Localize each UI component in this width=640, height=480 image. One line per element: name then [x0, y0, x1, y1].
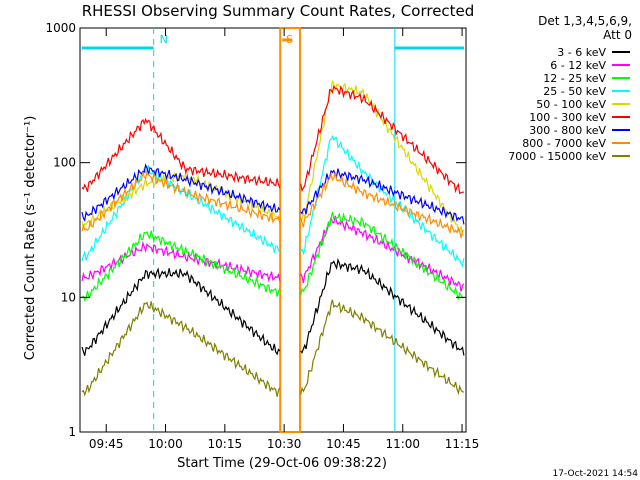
y-tick-label-2: 100 — [53, 156, 76, 170]
legend-header-line-1: Det 1,3,4,5,6,9, — [538, 14, 632, 28]
legend-label-3: 25 - 50 keV — [543, 85, 606, 98]
series-line-2 — [81, 211, 464, 302]
legend-label-7: 800 - 7000 keV — [522, 137, 606, 150]
series-line-0 — [81, 257, 465, 356]
x-tick-label-3: 10:30 — [267, 437, 302, 451]
chart-title: RHESSI Observing Summary Count Rates, Co… — [82, 2, 475, 20]
x-tick-label-4: 10:45 — [326, 437, 361, 451]
x-tick-label-2: 10:15 — [208, 437, 243, 451]
footer-date: 17-Oct-2021 14:54 — [553, 469, 639, 479]
series-line-4 — [81, 79, 465, 237]
plot-area: NS09:4510:0010:1510:3010:4511:0011:15110… — [45, 21, 479, 451]
saa-region — [279, 27, 301, 433]
series-line-7 — [81, 170, 464, 239]
series-line-5 — [81, 84, 464, 195]
x-tick-label-0: 09:45 — [89, 437, 124, 451]
x-tick-label-6: 11:15 — [445, 437, 480, 451]
series-line-1 — [81, 215, 465, 292]
legend-label-8: 7000 - 15000 keV — [508, 150, 606, 163]
series-line-3 — [81, 134, 465, 268]
y-tick-label-3: 1000 — [45, 21, 76, 35]
legend-label-1: 6 - 12 keV — [550, 59, 606, 72]
legend-label-2: 12 - 25 keV — [543, 72, 606, 85]
legend-label-5: 100 - 300 keV — [529, 111, 606, 124]
series-line-8 — [81, 299, 465, 397]
y-tick-label-1: 10 — [61, 290, 76, 304]
marker-label-n: N — [160, 33, 168, 46]
x-tick-label-5: 11:00 — [385, 437, 420, 451]
x-tick-label-1: 10:00 — [148, 437, 183, 451]
y-axis-label: Corrected Count Rate (s⁻¹ detector⁻¹) — [23, 116, 38, 361]
legend-label-6: 300 - 800 keV — [529, 124, 606, 137]
legend-label-0: 3 - 6 keV — [557, 46, 606, 59]
x-axis-label: Start Time (29-Oct-06 09:38:22) — [177, 456, 387, 471]
plot-frame — [79, 27, 467, 433]
series-line-6 — [81, 163, 465, 225]
y-tick-label-0: 1 — [68, 425, 76, 439]
legend-label-4: 50 - 100 keV — [536, 98, 606, 111]
legend-header-line-2: Att 0 — [603, 28, 632, 42]
